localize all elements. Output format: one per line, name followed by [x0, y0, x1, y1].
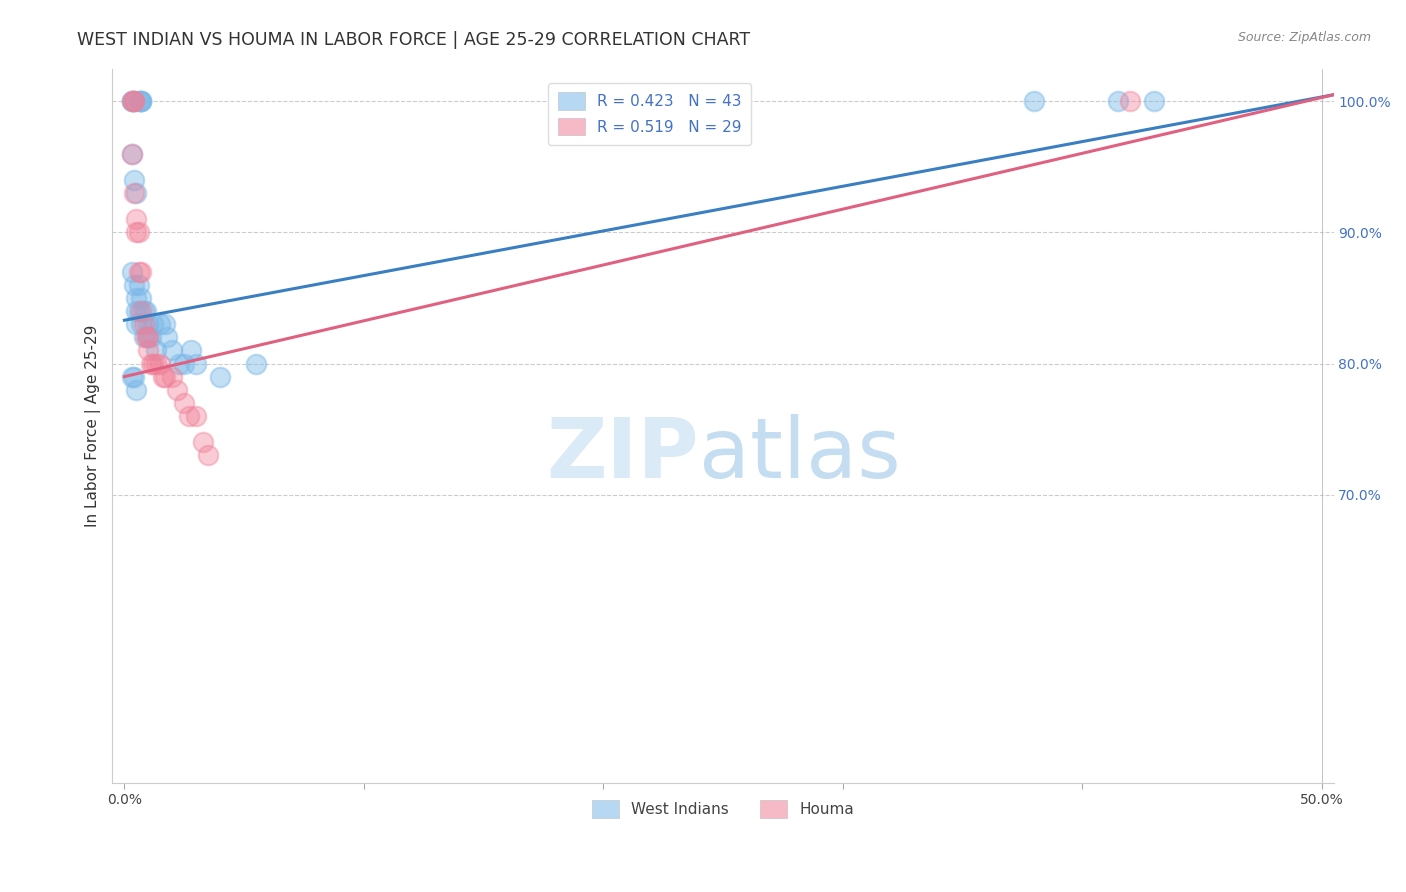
Point	[132, 317, 155, 331]
Point	[245, 357, 267, 371]
Point	[156, 330, 179, 344]
Point	[139, 330, 162, 344]
Point	[136, 330, 159, 344]
Point	[1143, 95, 1166, 109]
Point	[173, 357, 195, 371]
Point	[121, 95, 143, 109]
Point	[122, 95, 145, 109]
Point	[121, 369, 143, 384]
Point	[209, 369, 232, 384]
Point	[136, 330, 159, 344]
Text: atlas: atlas	[699, 414, 900, 495]
Point	[1119, 95, 1142, 109]
Point	[142, 357, 165, 371]
Point	[122, 173, 145, 187]
Point	[162, 369, 184, 384]
Point	[122, 369, 145, 384]
Point	[132, 330, 155, 344]
Point	[122, 95, 145, 109]
Point	[145, 357, 167, 371]
Point	[149, 357, 172, 371]
Point	[125, 226, 148, 240]
Point	[128, 265, 150, 279]
Point	[162, 343, 184, 358]
Point	[129, 317, 152, 331]
Point	[129, 95, 152, 109]
Point	[186, 409, 208, 423]
Point	[128, 277, 150, 292]
Point	[135, 330, 157, 344]
Point	[129, 304, 152, 318]
Point	[122, 277, 145, 292]
Legend: West Indians, Houma: West Indians, Houma	[583, 792, 862, 825]
Point	[121, 146, 143, 161]
Point	[152, 369, 174, 384]
Point	[129, 291, 152, 305]
Point	[129, 95, 152, 109]
Text: WEST INDIAN VS HOUMA IN LABOR FORCE | AGE 25-29 CORRELATION CHART: WEST INDIAN VS HOUMA IN LABOR FORCE | AG…	[77, 31, 751, 49]
Point	[129, 265, 152, 279]
Point	[136, 317, 159, 331]
Point	[145, 343, 167, 358]
Point	[128, 226, 150, 240]
Point	[121, 95, 143, 109]
Point	[128, 304, 150, 318]
Y-axis label: In Labor Force | Age 25-29: In Labor Force | Age 25-29	[86, 325, 101, 527]
Point	[166, 383, 188, 397]
Point	[169, 357, 191, 371]
Point	[129, 95, 152, 109]
Point	[121, 265, 143, 279]
Point	[125, 317, 148, 331]
Point	[125, 304, 148, 318]
Point	[173, 396, 195, 410]
Point	[1107, 95, 1129, 109]
Point	[153, 369, 176, 384]
Point	[197, 448, 219, 462]
Point	[132, 304, 155, 318]
Point	[186, 357, 208, 371]
Point	[193, 435, 215, 450]
Point	[121, 146, 143, 161]
Text: ZIP: ZIP	[546, 414, 699, 495]
Point	[122, 95, 145, 109]
Point	[128, 95, 150, 109]
Point	[1024, 95, 1046, 109]
Point	[136, 343, 159, 358]
Point	[135, 304, 157, 318]
Point	[125, 186, 148, 200]
Point	[139, 357, 162, 371]
Point	[149, 317, 172, 331]
Point	[142, 317, 165, 331]
Point	[122, 186, 145, 200]
Point	[121, 95, 143, 109]
Point	[125, 383, 148, 397]
Text: Source: ZipAtlas.com: Source: ZipAtlas.com	[1237, 31, 1371, 45]
Point	[180, 343, 202, 358]
Point	[153, 317, 176, 331]
Point	[177, 409, 200, 423]
Point	[125, 291, 148, 305]
Point	[125, 212, 148, 227]
